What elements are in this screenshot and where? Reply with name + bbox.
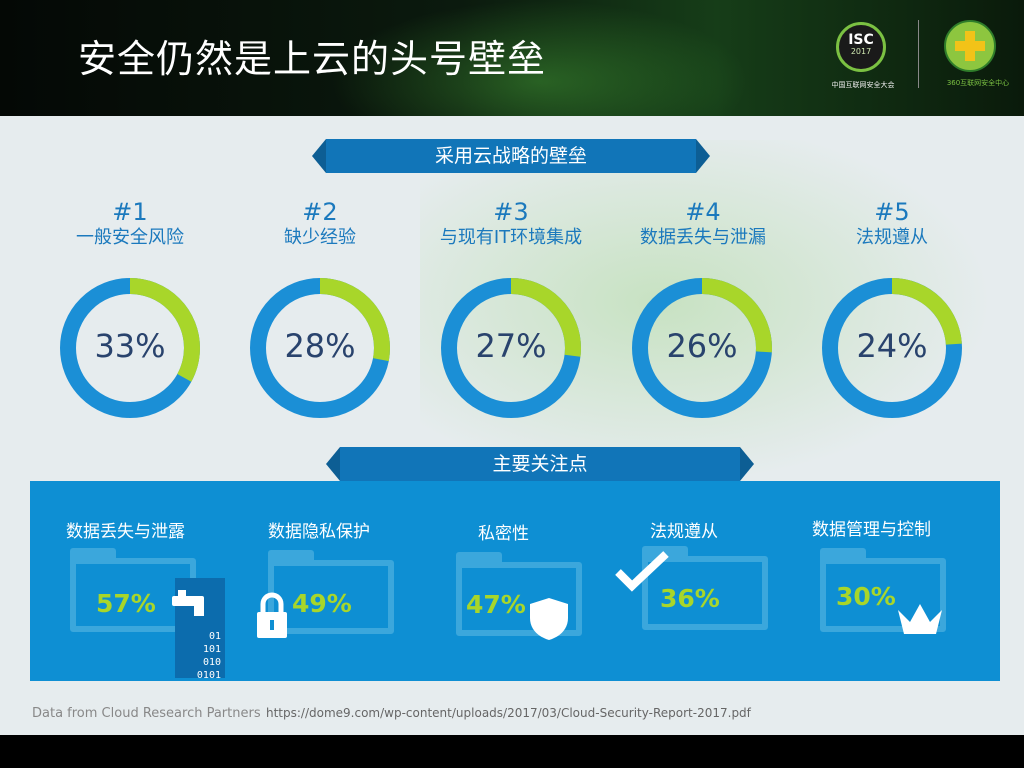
footer-source: Data from Cloud Research Partners	[32, 706, 261, 721]
isc-logo-text: ISC	[848, 32, 874, 48]
rank-label: 法规遵从	[856, 227, 928, 248]
rank-label: 缺少经验	[284, 227, 356, 248]
rank-label: 数据丢失与泄漏	[640, 227, 766, 248]
donut-chart-4: 26%	[627, 273, 777, 423]
donut-chart-1: 33%	[55, 273, 205, 423]
donut-value: 33%	[94, 327, 166, 365]
barrier-rank-2: #2 缺少经验	[225, 198, 415, 250]
crown-icon	[898, 604, 942, 634]
barrier-rank-5: #5 法规遵从	[797, 198, 987, 250]
donut-chart-2: 28%	[245, 273, 395, 423]
concern-label: 私密性	[478, 524, 529, 544]
concern-value: 30%	[836, 582, 896, 611]
donut-ring-segment	[441, 278, 581, 418]
donut-ring-segment	[250, 278, 390, 418]
isc-logo-year: 2017	[850, 47, 872, 56]
rank-number: #2	[302, 198, 338, 226]
donut-value: 24%	[856, 327, 928, 365]
isc-caption: 中国互联网安全大会	[831, 81, 895, 89]
concern-value: 36%	[660, 584, 720, 613]
folder-icon	[820, 548, 946, 632]
security-center-caption: 360互联网安全中心	[946, 79, 1010, 87]
isc-logo: ISC 2017	[836, 22, 886, 72]
barrier-rank-4: #4 数据丢失与泄漏	[608, 198, 798, 250]
rank-number: #4	[685, 198, 721, 226]
shield-icon	[530, 598, 568, 640]
donut-ring-segment	[822, 278, 962, 418]
concern-label: 数据隐私保护	[268, 522, 370, 542]
rank-label: 与现有IT环境集成	[439, 227, 583, 248]
header-banner: 安全仍然是上云的头号壁垒 ISC 2017 中国互联网安全大会 360互联网安全…	[0, 0, 1024, 116]
donut-value: 28%	[284, 327, 356, 365]
section-ribbon-concerns: 主要关注点	[326, 447, 754, 481]
folder-icon	[456, 552, 582, 636]
rank-number: #5	[874, 198, 910, 226]
slide: 安全仍然是上云的头号壁垒 ISC 2017 中国互联网安全大会 360互联网安全…	[0, 0, 1024, 735]
rank-number: #1	[112, 198, 148, 226]
concern-value: 49%	[292, 589, 352, 618]
footer-url[interactable]: https://dome9.com/wp-content/uploads/201…	[266, 706, 751, 720]
concern-label: 数据管理与控制	[812, 520, 931, 540]
donut-chart-5: 24%	[817, 273, 967, 423]
page-title: 安全仍然是上云的头号壁垒	[78, 37, 547, 81]
background-glow	[420, 140, 1020, 500]
donut-chart-3: 27%	[436, 273, 586, 423]
barrier-rank-3: #3 与现有IT环境集成	[416, 198, 606, 250]
rank-number: #3	[493, 198, 529, 226]
barrier-rank-1: #1 一般安全风险	[35, 198, 225, 250]
security-center-logo	[944, 20, 996, 72]
lock-icon	[257, 592, 287, 638]
donut-ring-segment	[632, 278, 772, 418]
faucet-icon	[172, 590, 204, 616]
logo-divider	[918, 20, 919, 88]
checkmark-icon	[615, 551, 669, 592]
section-ribbon-barriers: 采用云战略的壁垒	[312, 139, 710, 173]
concern-label: 数据丢失与泄露	[66, 522, 185, 542]
header-glow	[330, 0, 750, 116]
donut-ring-segment	[60, 278, 200, 418]
donut-value: 26%	[666, 327, 738, 365]
rank-label: 一般安全风险	[76, 227, 184, 248]
donut-value: 27%	[475, 327, 547, 365]
concern-value: 47%	[466, 590, 526, 619]
concern-label: 法规遵从	[650, 522, 718, 542]
concern-value: 57%	[96, 589, 156, 618]
